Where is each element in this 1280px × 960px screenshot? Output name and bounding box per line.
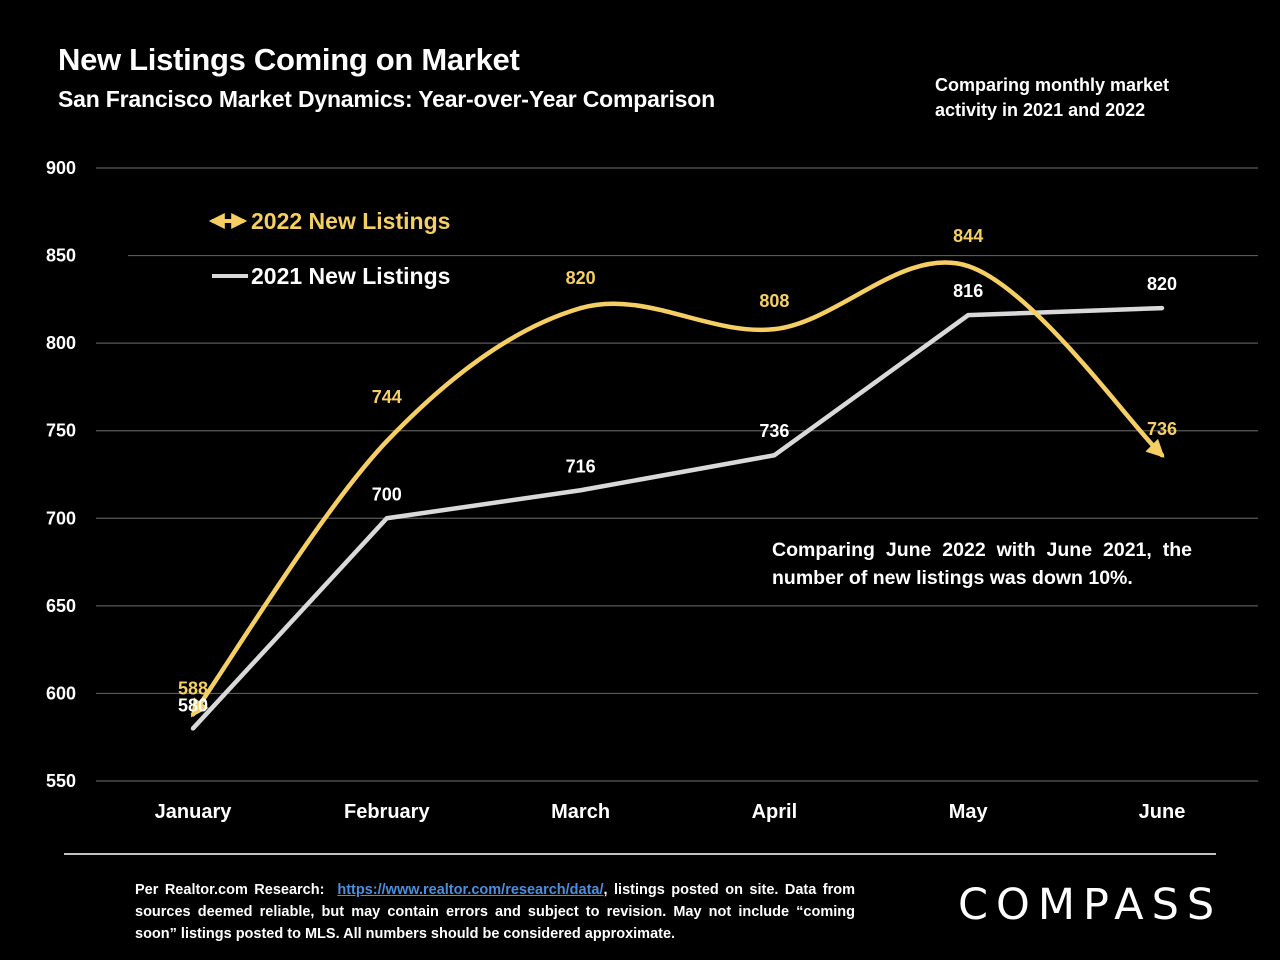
x-tick-label: June — [1139, 801, 1186, 823]
data-point-2022 — [384, 439, 389, 444]
x-tick-label: April — [752, 801, 798, 823]
source-rest: , listings posted on site. Data from sou… — [135, 882, 855, 942]
data-point-2021 — [384, 516, 389, 521]
y-tick-label: 700 — [46, 508, 76, 528]
source-note: Per Realtor.com Research: https://www.re… — [135, 879, 855, 945]
y-tick-label: 750 — [46, 421, 76, 441]
footer-divider — [64, 853, 1216, 855]
x-tick-label: February — [344, 801, 430, 823]
data-label-2021: 700 — [372, 484, 402, 504]
data-point-2022 — [578, 305, 583, 311]
data-point-2022 — [966, 263, 971, 269]
data-label-2021: 736 — [759, 421, 789, 441]
source-link[interactable]: https://www.realtor.com/research/data/ — [337, 882, 604, 898]
data-label-2022: 744 — [372, 387, 402, 407]
chart-annotation: Comparing June 2022 with June 2021, the … — [772, 539, 1192, 589]
data-label-2021: 580 — [178, 695, 208, 715]
data-point-2021 — [966, 312, 971, 318]
chart-subtitle: San Francisco Market Dynamics: Year-over… — [58, 86, 715, 112]
source-prefix: Per Realtor.com Research: — [135, 882, 325, 898]
data-point-2022 — [190, 712, 196, 717]
data-point-2021 — [190, 726, 196, 731]
y-tick-label: 650 — [46, 596, 76, 616]
data-label-2021: 820 — [1147, 274, 1177, 294]
data-label-2022: 820 — [566, 268, 596, 288]
legend-label-2022: 2022 New Listings — [251, 208, 450, 234]
y-tick-label: 900 — [46, 158, 76, 178]
x-tick-label: January — [155, 801, 233, 823]
data-point-2021 — [772, 453, 777, 458]
data-label-2022: 844 — [953, 226, 983, 246]
data-point-2021 — [578, 488, 583, 493]
legend-label-2021: 2021 New Listings — [251, 263, 450, 289]
y-tick-label: 800 — [46, 333, 76, 353]
x-tick-label: March — [551, 801, 610, 823]
data-label-2022: 736 — [1147, 419, 1177, 439]
x-tick-label: May — [949, 801, 989, 823]
series-line-2022 — [190, 260, 1165, 718]
data-label-2021: 716 — [566, 456, 596, 476]
comparison-note: Comparing monthly market activity in 202… — [935, 75, 1170, 120]
y-tick-label: 600 — [46, 683, 76, 703]
data-point-2022 — [1159, 453, 1165, 458]
data-point-2021 — [1159, 305, 1165, 311]
chart-title: New Listings Coming on Market — [58, 42, 520, 77]
data-label-2021: 816 — [953, 281, 983, 301]
data-label-2022: 808 — [759, 291, 789, 311]
compass-logo: COMPASS — [958, 880, 1223, 930]
data-point-2022 — [772, 326, 777, 332]
data-label-2022: 588 — [178, 678, 208, 698]
y-tick-label: 550 — [46, 771, 76, 791]
y-tick-label: 850 — [46, 246, 76, 266]
